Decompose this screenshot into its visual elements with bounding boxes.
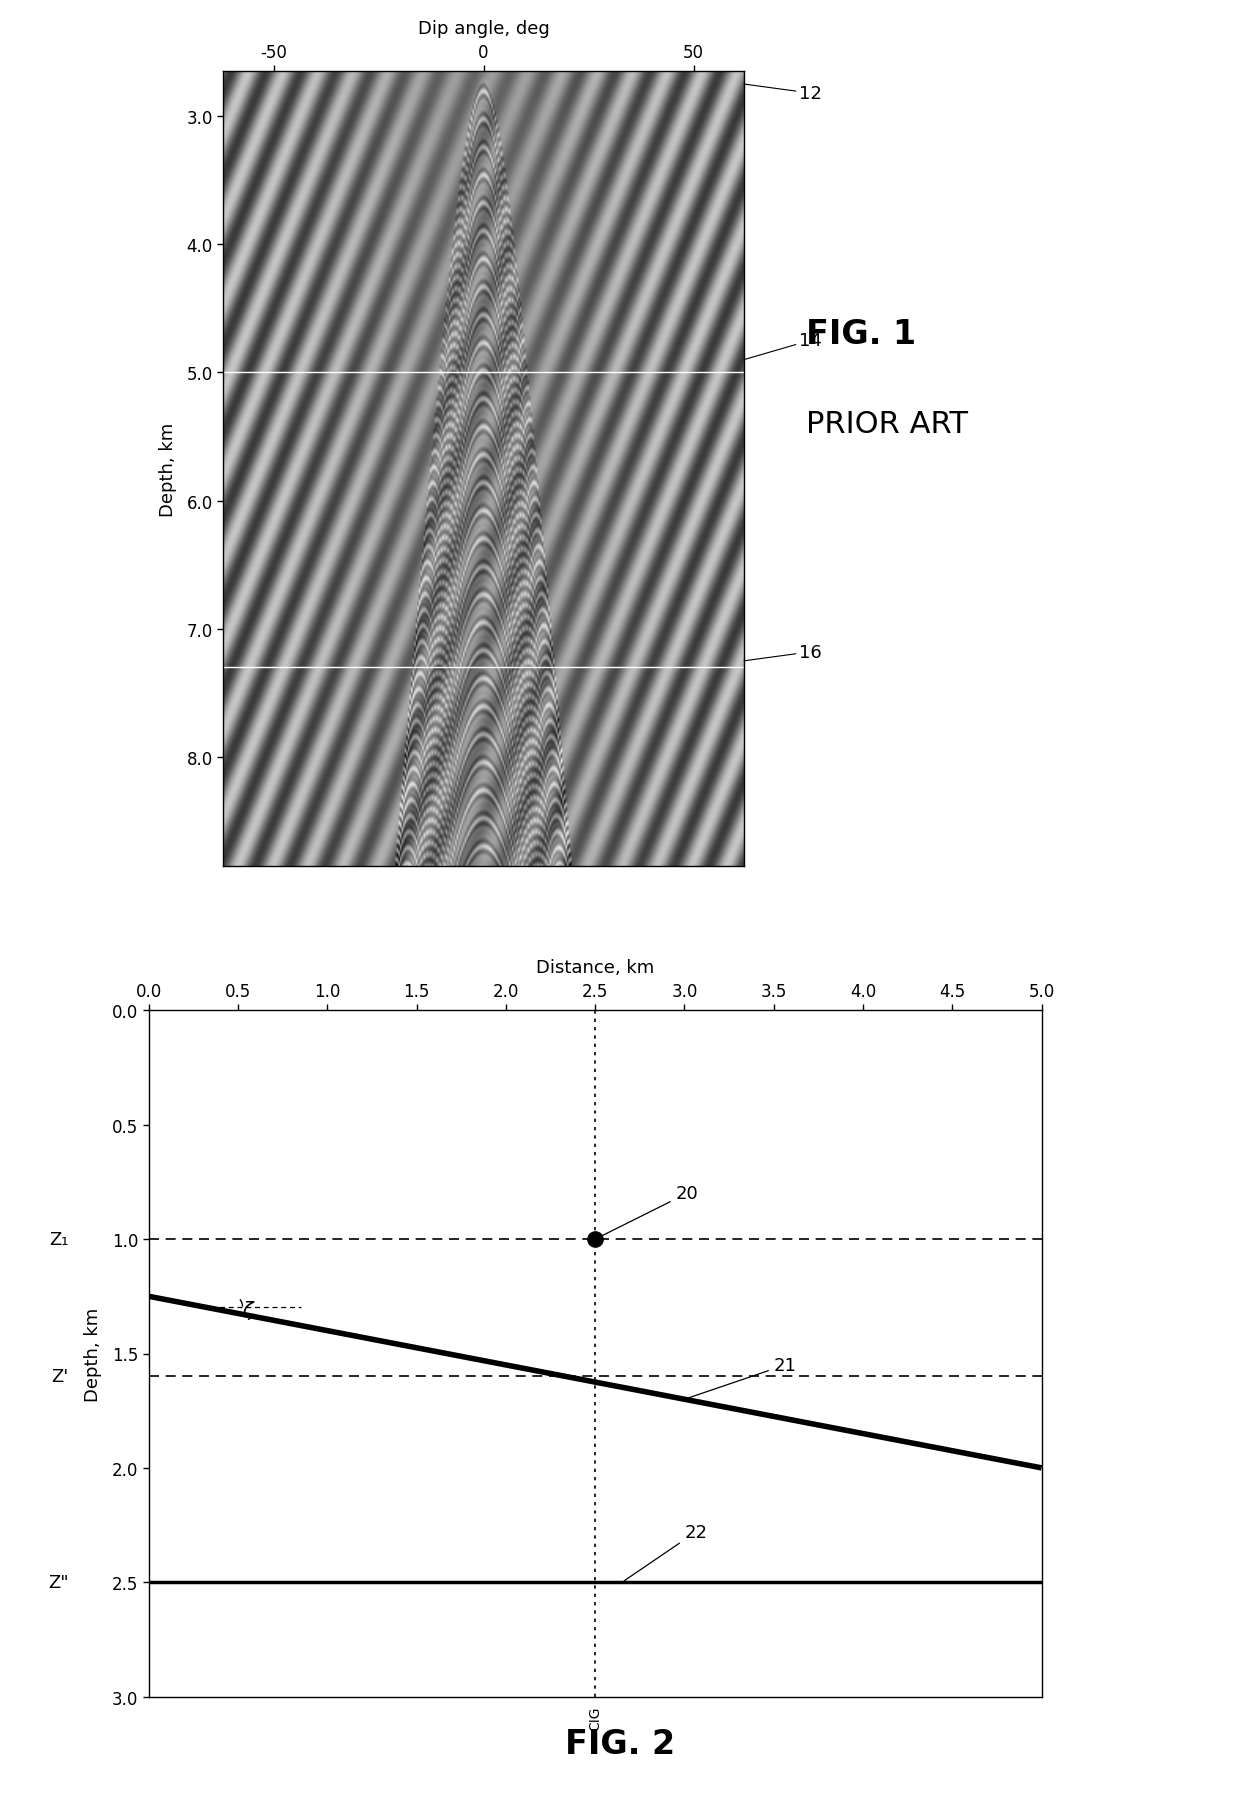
Text: 14: 14 [744, 332, 821, 361]
Y-axis label: Depth, km: Depth, km [84, 1307, 102, 1401]
X-axis label: Distance, km: Distance, km [536, 958, 655, 977]
Text: 12: 12 [744, 85, 821, 103]
Text: 21: 21 [687, 1356, 796, 1399]
X-axis label: Dip angle, deg: Dip angle, deg [418, 20, 549, 38]
Text: PRIOR ART: PRIOR ART [806, 410, 968, 439]
Text: Z': Z' [51, 1368, 68, 1386]
Text: Z₁: Z₁ [48, 1231, 68, 1249]
Text: CIG: CIG [588, 1706, 603, 1731]
Text: FIG. 2: FIG. 2 [565, 1727, 675, 1760]
Text: Z": Z" [48, 1574, 68, 1592]
Y-axis label: Depth, km: Depth, km [159, 422, 176, 516]
Text: 20: 20 [598, 1184, 698, 1238]
Text: 16: 16 [744, 644, 821, 661]
Text: ζ: ζ [242, 1300, 252, 1319]
Text: FIG. 1: FIG. 1 [806, 318, 916, 350]
Text: 22: 22 [624, 1523, 708, 1581]
